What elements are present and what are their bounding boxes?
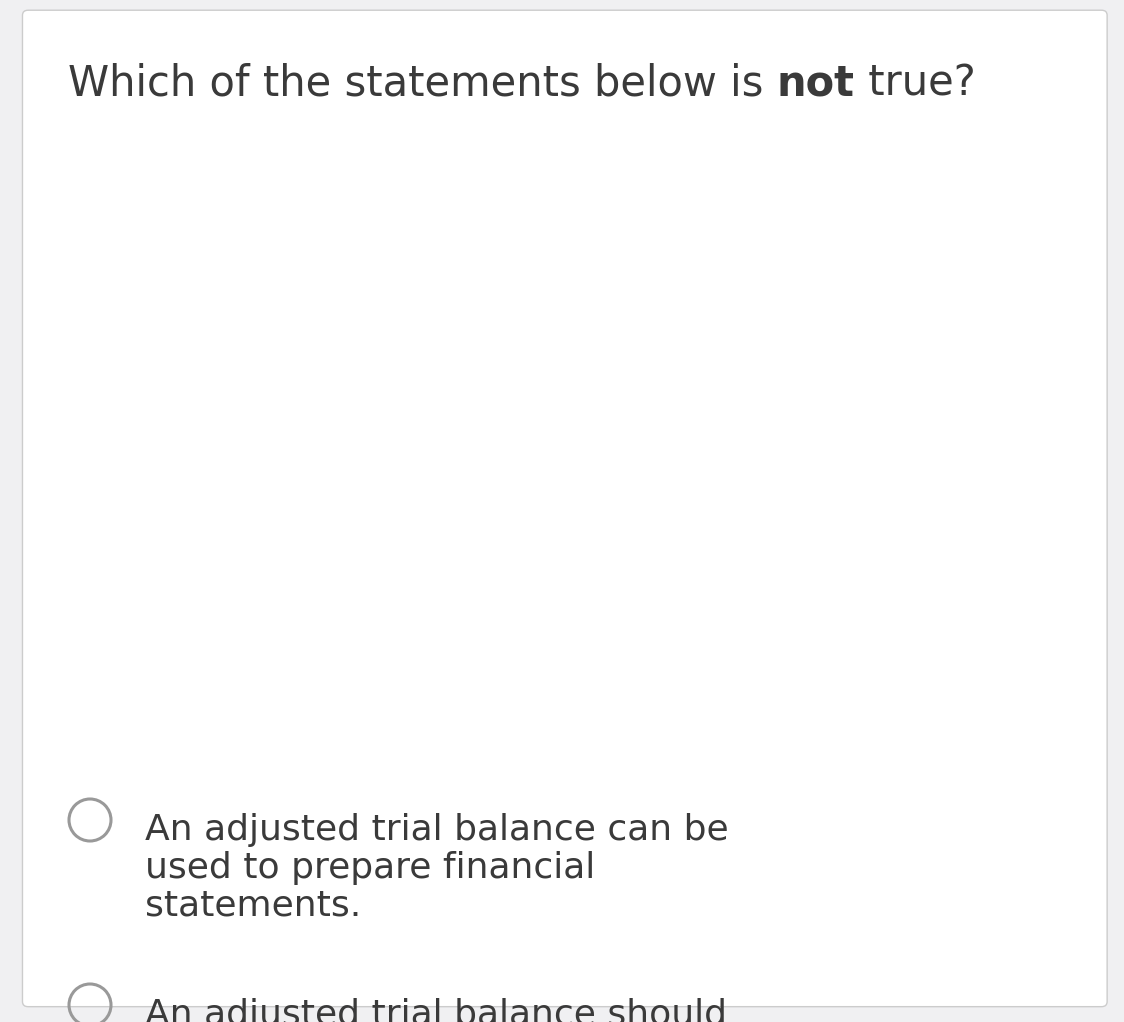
Text: not: not bbox=[777, 62, 854, 104]
Text: An adjusted trial balance should: An adjusted trial balance should bbox=[145, 998, 727, 1022]
Text: used to prepare financial: used to prepare financial bbox=[145, 851, 596, 885]
Text: statements.: statements. bbox=[145, 889, 361, 923]
Text: true?: true? bbox=[854, 62, 976, 104]
Text: Which of the statements below is: Which of the statements below is bbox=[67, 62, 777, 104]
Text: An adjusted trial balance can be: An adjusted trial balance can be bbox=[145, 812, 728, 847]
